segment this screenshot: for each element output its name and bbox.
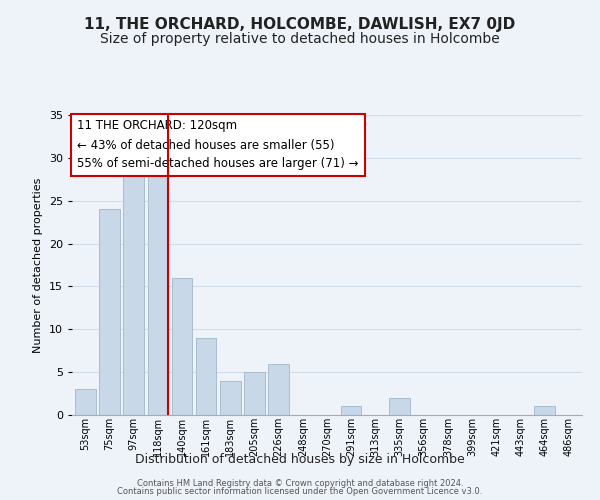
- Bar: [99, 210, 120, 415]
- Text: 11 THE ORCHARD: 120sqm
← 43% of detached houses are smaller (55)
55% of semi-det: 11 THE ORCHARD: 120sqm ← 43% of detached…: [77, 120, 359, 170]
- Text: Contains public sector information licensed under the Open Government Licence v3: Contains public sector information licen…: [118, 487, 482, 496]
- Bar: [341, 406, 361, 415]
- Bar: [75, 390, 95, 415]
- Bar: [196, 338, 217, 415]
- Bar: [534, 406, 555, 415]
- Text: 11, THE ORCHARD, HOLCOMBE, DAWLISH, EX7 0JD: 11, THE ORCHARD, HOLCOMBE, DAWLISH, EX7 …: [85, 18, 515, 32]
- Bar: [148, 166, 168, 415]
- Text: Contains HM Land Registry data © Crown copyright and database right 2024.: Contains HM Land Registry data © Crown c…: [137, 478, 463, 488]
- Text: Size of property relative to detached houses in Holcombe: Size of property relative to detached ho…: [100, 32, 500, 46]
- Bar: [124, 175, 144, 415]
- Bar: [220, 380, 241, 415]
- Y-axis label: Number of detached properties: Number of detached properties: [33, 178, 43, 352]
- Bar: [389, 398, 410, 415]
- Bar: [172, 278, 192, 415]
- Bar: [268, 364, 289, 415]
- Text: Distribution of detached houses by size in Holcombe: Distribution of detached houses by size …: [135, 452, 465, 466]
- Bar: [244, 372, 265, 415]
